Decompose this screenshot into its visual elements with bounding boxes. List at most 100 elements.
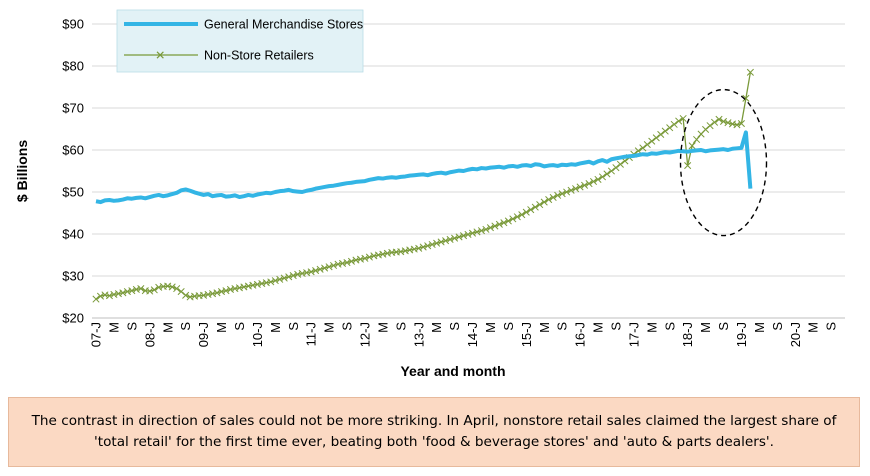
data-point-non-store-retailers xyxy=(666,124,674,132)
x-tick-label: 07-J xyxy=(89,322,104,347)
data-point-non-store-retailers xyxy=(724,119,732,127)
data-point-non-store-retailers xyxy=(563,188,571,196)
x-tick-label: S xyxy=(501,322,516,331)
y-tick-label: $60 xyxy=(62,143,84,158)
legend-label-general-merchandise-stores: General Merchandise Stores xyxy=(204,18,363,32)
data-point-non-store-retailers xyxy=(652,134,660,142)
x-tick-label: S xyxy=(555,322,570,331)
data-point-non-store-retailers xyxy=(173,285,181,293)
data-point-non-store-retailers xyxy=(706,122,714,130)
x-tick-label: 20-J xyxy=(788,322,803,347)
data-point-non-store-retailers xyxy=(643,140,651,149)
x-tick-label: 13-J xyxy=(411,322,426,347)
data-point-non-store-retailers xyxy=(486,224,494,232)
data-point-non-store-retailers xyxy=(549,193,557,202)
data-point-non-store-retailers xyxy=(137,285,145,293)
x-axis-title: Year and month xyxy=(400,363,505,379)
x-tick-label: M xyxy=(537,322,552,333)
data-point-non-store-retailers xyxy=(321,264,329,272)
data-point-non-store-retailers xyxy=(737,119,745,128)
data-point-non-store-retailers xyxy=(746,68,754,76)
data-point-non-store-retailers xyxy=(518,211,526,219)
legend-box xyxy=(116,9,364,73)
data-point-non-store-retailers xyxy=(594,175,602,183)
data-point-non-store-retailers xyxy=(347,257,356,265)
data-point-non-store-retailers xyxy=(119,289,127,297)
x-tick-label: M xyxy=(591,322,606,333)
data-point-non-store-retailers xyxy=(693,135,701,144)
caption-box: The contrast in direction of sales could… xyxy=(8,397,860,467)
x-tick-label: M xyxy=(214,322,229,333)
x-tick-label: S xyxy=(716,322,731,331)
data-point-non-store-retailers xyxy=(105,292,113,300)
data-point-non-store-retailers xyxy=(742,94,750,102)
x-tick-label: S xyxy=(124,322,139,331)
x-tick-label: M xyxy=(806,322,821,333)
data-point-non-store-retailers xyxy=(419,243,427,251)
data-point-non-store-retailers xyxy=(684,161,692,170)
x-tick-label: S xyxy=(770,322,785,331)
data-point-non-store-retailers xyxy=(607,167,615,175)
data-point-non-store-retailers xyxy=(482,225,490,233)
x-tick-label: S xyxy=(393,322,408,331)
data-point-non-store-retailers xyxy=(527,206,535,214)
data-point-non-store-retailers xyxy=(146,287,154,295)
y-tick-label: $30 xyxy=(62,269,84,284)
y-tick-label: $90 xyxy=(62,17,84,32)
x-tick-label: S xyxy=(232,322,247,331)
data-point-non-store-retailers xyxy=(468,229,477,237)
data-point-non-store-retailers xyxy=(150,286,158,294)
data-point-non-store-retailers xyxy=(715,115,723,123)
data-point-non-store-retailers xyxy=(536,201,544,209)
data-point-non-store-retailers xyxy=(719,117,728,125)
legend-label-non-store-retailers: Non-Store Retailers xyxy=(204,49,314,63)
chart-area: $20 $30 $40 $50 $60 $70 $80 $90 07-J M S 08-J M S 09-J… xyxy=(14,9,845,379)
y-tick-label: $40 xyxy=(62,227,84,242)
data-point-non-store-retailers xyxy=(531,203,539,211)
data-point-non-store-retailers xyxy=(330,261,338,270)
data-point-non-store-retailers xyxy=(455,233,463,241)
x-tick-label: M xyxy=(375,322,390,333)
data-point-non-store-retailers xyxy=(437,238,445,246)
x-tick-label: S xyxy=(447,322,462,331)
x-tick-label: M xyxy=(322,322,337,333)
data-point-non-store-retailers xyxy=(504,217,512,225)
x-tick-label: S xyxy=(178,322,193,331)
data-point-non-store-retailers xyxy=(589,177,598,186)
data-point-non-store-retailers xyxy=(365,253,373,261)
data-point-non-store-retailers xyxy=(280,274,288,282)
x-tick-label: S xyxy=(662,322,677,331)
data-point-non-store-retailers xyxy=(567,186,575,194)
legend-marker-non-store-retailers xyxy=(156,51,164,59)
data-point-non-store-retailers xyxy=(616,160,624,168)
x-tick-label: S xyxy=(608,322,623,331)
x-tick-label: M xyxy=(268,322,283,333)
data-point-non-store-retailers xyxy=(670,120,678,128)
x-tick-label: 18-J xyxy=(680,322,695,347)
data-point-non-store-retailers xyxy=(92,295,100,303)
data-point-non-store-retailers xyxy=(312,266,320,275)
x-tick-label: 12-J xyxy=(357,322,372,347)
x-tick-label: M xyxy=(752,322,767,333)
data-point-non-store-retailers xyxy=(598,173,607,181)
data-point-non-store-retailers xyxy=(316,265,324,273)
data-point-non-store-retailers xyxy=(733,121,741,129)
data-point-non-store-retailers xyxy=(213,289,221,297)
data-point-non-store-retailers xyxy=(446,235,454,244)
data-point-non-store-retailers xyxy=(96,292,105,300)
x-tick-label: M xyxy=(644,322,659,333)
data-point-non-store-retailers xyxy=(343,259,351,267)
data-point-non-store-retailers xyxy=(585,180,593,188)
data-point-non-store-retailers xyxy=(464,230,472,238)
x-tick-label: 14-J xyxy=(465,322,480,347)
data-point-non-store-retailers xyxy=(424,242,432,250)
data-point-non-store-retailers xyxy=(576,183,584,191)
data-point-non-store-retailers xyxy=(222,287,230,295)
data-point-non-store-retailers xyxy=(491,222,499,230)
data-point-non-store-retailers xyxy=(325,263,333,271)
data-point-non-store-retailers xyxy=(513,213,521,221)
series-line-general-merchandise-stores xyxy=(95,130,753,205)
data-point-non-store-retailers xyxy=(473,228,481,236)
x-tick-label: M xyxy=(698,322,713,333)
x-tick-label: 17-J xyxy=(626,322,641,347)
